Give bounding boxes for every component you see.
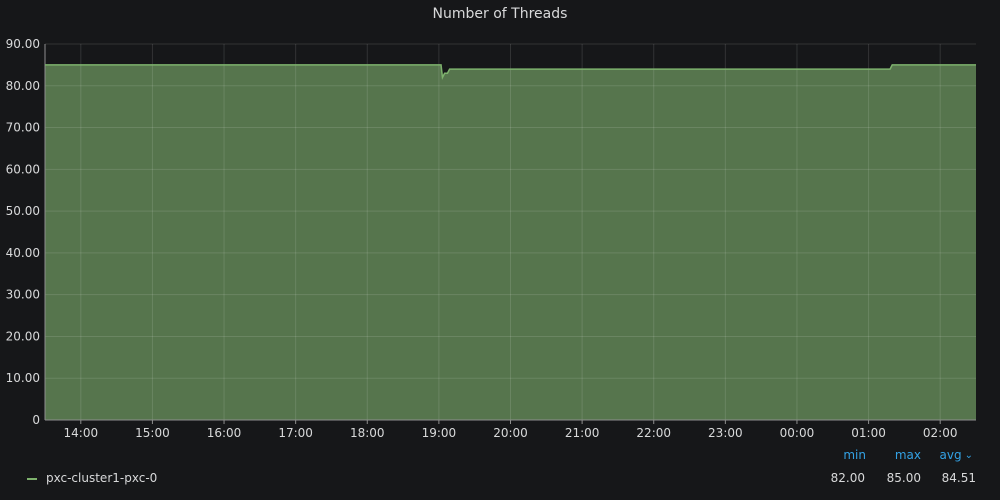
chevron-down-icon: ⌄ — [964, 450, 973, 461]
y-tick-label: 20.00 — [6, 329, 40, 343]
x-tick-label: 19:00 — [422, 426, 457, 440]
x-tick-label: 15:00 — [135, 426, 170, 440]
x-tick-label: 17:00 — [278, 426, 313, 440]
y-tick-label: 60.00 — [6, 162, 40, 176]
legend-header-avg-label: avg — [939, 448, 962, 462]
y-tick-label: 10.00 — [6, 371, 40, 385]
y-tick-label: 30.00 — [6, 288, 40, 302]
y-tick-label: 80.00 — [6, 79, 40, 93]
x-tick-label: 23:00 — [708, 426, 743, 440]
series-line[interactable] — [45, 64, 976, 80]
legend-header-avg[interactable]: avg ⌄ — [911, 448, 973, 462]
legend-header-max[interactable]: max — [894, 448, 921, 462]
legend-series-color-icon[interactable] — [27, 478, 37, 480]
x-tick-label: 02:00 — [923, 426, 958, 440]
y-tick-label: 0 — [32, 413, 40, 427]
legend-value-avg: 84.51 — [941, 471, 976, 485]
series-area-fill — [45, 64, 976, 420]
y-tick-label: 40.00 — [6, 246, 40, 260]
legend-value-max: 85.00 — [886, 471, 921, 485]
panel-title[interactable]: Number of Threads — [432, 6, 568, 22]
x-tick-label: 14:00 — [64, 426, 99, 440]
x-tick-label: 01:00 — [851, 426, 886, 440]
y-tick-label: 90.00 — [6, 37, 40, 51]
x-tick-label: 16:00 — [207, 426, 242, 440]
x-tick-label: 00:00 — [780, 426, 815, 440]
y-tick-label: 50.00 — [6, 204, 40, 218]
x-tick-label: 20:00 — [493, 426, 528, 440]
legend-value-min: 82.00 — [830, 471, 865, 485]
x-tick-label: 22:00 — [636, 426, 671, 440]
x-tick-label: 18:00 — [350, 426, 385, 440]
legend-header-min[interactable]: min — [843, 448, 866, 462]
x-tick-label: 21:00 — [565, 426, 600, 440]
legend-item[interactable]: pxc-cluster1-pxc-0 82.00 85.00 84.51 — [0, 468, 1000, 490]
y-tick-label: 70.00 — [6, 121, 40, 135]
chart-area[interactable]: 0 10.00 20.00 30.00 40.00 50.00 60.00 70.00 80.0… — [0, 0, 1000, 445]
legend-series-name[interactable]: pxc-cluster1-pxc-0 — [46, 471, 158, 485]
